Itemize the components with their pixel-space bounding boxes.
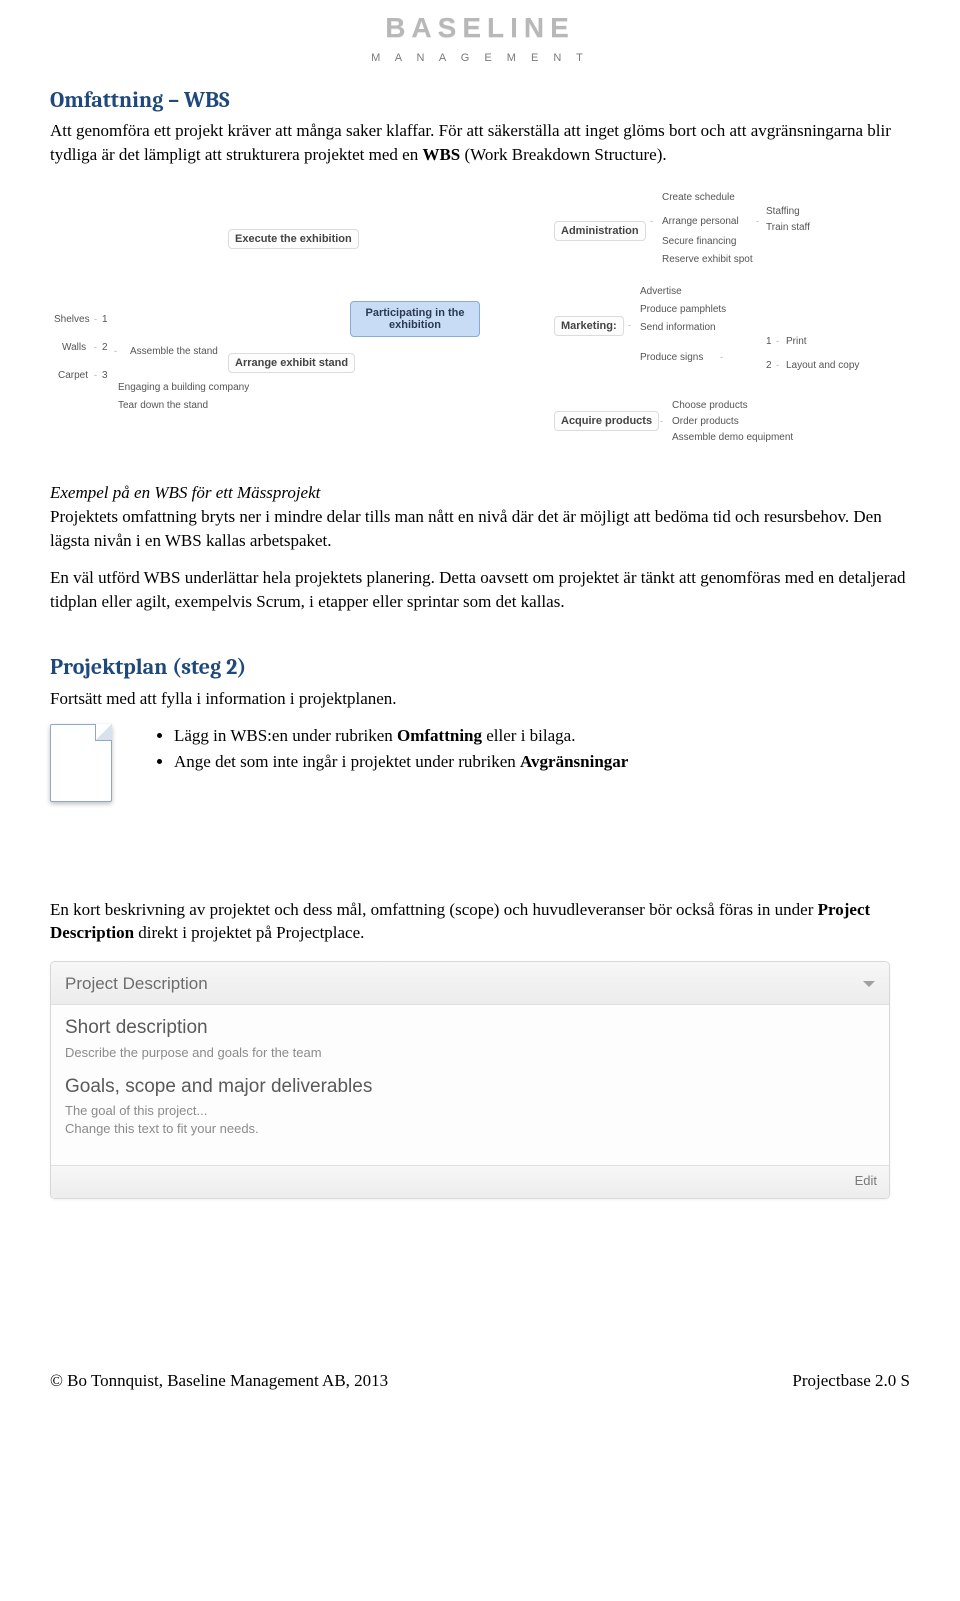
dash: - (776, 359, 779, 372)
wbs-bold: WBS (422, 145, 460, 164)
example-caption: Exempel på en WBS för ett Mässprojekt (50, 481, 910, 505)
node-staffing: Staffing (766, 205, 800, 219)
node-arrange-exhibit-stand: Arrange exhibit stand (228, 353, 355, 373)
node-walls: Walls (62, 341, 86, 355)
node-acquire-products: Acquire products (554, 411, 659, 431)
panel-footer: Edit (51, 1165, 889, 1198)
node-ps2: 2 (766, 359, 772, 373)
node-arrange-personal: Arrange personal (662, 215, 739, 229)
footer-right: Projectbase 2.0 S (792, 1369, 910, 1393)
dash: - (650, 215, 653, 228)
page-footer: © Bo Tonnquist, Baseline Management AB, … (50, 1369, 910, 1393)
paragraph-project-description: En kort beskrivning av projektet och des… (50, 898, 910, 946)
node-engaging-company: Engaging a building company (118, 381, 249, 395)
plan-row: Lägg in WBS:en under rubriken Omfattning… (50, 724, 910, 802)
node-execute-exhibition: Execute the exhibition (228, 229, 359, 249)
dash: - (776, 335, 779, 348)
footer-left: © Bo Tonnquist, Baseline Management AB, … (50, 1369, 388, 1393)
bullet-1-pre: Lägg in WBS:en under rubriken (174, 726, 397, 745)
paragraph-planering: En väl utförd WBS underlättar hela proje… (50, 566, 910, 614)
logo-main: BASELINE (50, 8, 910, 47)
dash: - (720, 351, 723, 364)
intro-tail: (Work Breakdown Structure). (460, 145, 666, 164)
goals-text-2: Change this text to fit your needs. (65, 1120, 875, 1138)
node-reserve-spot: Reserve exhibit spot (662, 253, 753, 267)
intro-paragraph: Att genomföra ett projekt kräver att mån… (50, 119, 910, 167)
bullet-1: Lägg in WBS:en under rubriken Omfattning… (174, 724, 628, 748)
node-carpet: Carpet (58, 369, 88, 383)
node-train-staff: Train staff (766, 221, 810, 235)
node-layout-copy: Layout and copy (786, 359, 859, 373)
node-shelves: Shelves (54, 313, 90, 327)
dash: - (94, 341, 97, 354)
goals-heading: Goals, scope and major deliverables (65, 1074, 875, 1101)
node-teardown: Tear down the stand (118, 399, 208, 413)
dash: - (94, 369, 97, 382)
node-assemble-demo: Assemble demo equipment (672, 431, 793, 445)
node-num3: 3 (102, 369, 108, 383)
short-description-text: Describe the purpose and goals for the t… (65, 1044, 875, 1062)
dash: - (756, 215, 759, 228)
caption-italic: Exempel på en WBS för ett Mässprojekt (50, 483, 320, 502)
bullet-2-bold: Avgränsningar (520, 752, 628, 771)
node-create-schedule: Create schedule (662, 191, 735, 205)
logo-sub: M A N A G E M E N T (50, 51, 910, 66)
heading-omfattning-wbs: Omfattning – WBS (50, 85, 910, 116)
edit-link[interactable]: Edit (855, 1173, 877, 1188)
node-produce-signs: Produce signs (640, 351, 703, 365)
node-administration: Administration (554, 221, 646, 241)
bullet-1-post: eller i bilaga. (482, 726, 575, 745)
bullet-2-pre: Ange det som inte ingår i projektet unde… (174, 752, 520, 771)
panel-title: Project Description (65, 972, 208, 996)
wbs-mindmap: Participating in the exhibition Execute … (50, 181, 910, 471)
bullet-2: Ange det som inte ingår i projektet unde… (174, 750, 628, 774)
bullet-1-bold: Omfattning (397, 726, 482, 745)
node-advertise: Advertise (640, 285, 682, 299)
heading-projektplan: Projektplan (steg 2) (50, 652, 910, 683)
mindmap-center-node: Participating in the exhibition (350, 301, 480, 337)
pd-pre: En kort beskrivning av projektet och des… (50, 900, 818, 919)
panel-header[interactable]: Project Description (51, 962, 889, 1005)
chevron-down-icon[interactable] (863, 981, 875, 987)
panel-body: Short description Describe the purpose a… (51, 1005, 889, 1165)
dash: - (660, 415, 663, 428)
short-description-heading: Short description (65, 1015, 875, 1042)
bullet-list: Lägg in WBS:en under rubriken Omfattning… (152, 724, 628, 776)
goals-text-1: The goal of this project... (65, 1102, 875, 1120)
dash: - (628, 319, 631, 332)
pd-post: direkt i projektet på Projectplace. (134, 923, 364, 942)
node-secure-financing: Secure financing (662, 235, 737, 249)
node-num1: 1 (102, 313, 108, 327)
logo: BASELINE M A N A G E M E N T (50, 0, 910, 85)
paragraph-omfattning: Projektets omfattning bryts ner i mindre… (50, 505, 910, 553)
node-assemble-stand: Assemble the stand (130, 345, 218, 359)
node-ps1: 1 (766, 335, 772, 349)
document-icon (50, 724, 112, 802)
node-print: Print (786, 335, 807, 349)
dash: - (114, 345, 117, 358)
node-choose-products: Choose products (672, 399, 748, 413)
node-send-info: Send information (640, 321, 716, 335)
node-order-products: Order products (672, 415, 739, 429)
node-marketing: Marketing: (554, 316, 624, 336)
projektplan-intro: Fortsätt med att fylla i information i p… (50, 687, 910, 711)
node-pamphlets: Produce pamphlets (640, 303, 726, 317)
dash: - (94, 313, 97, 326)
node-num2: 2 (102, 341, 108, 355)
project-description-panel: Project Description Short description De… (50, 961, 890, 1199)
